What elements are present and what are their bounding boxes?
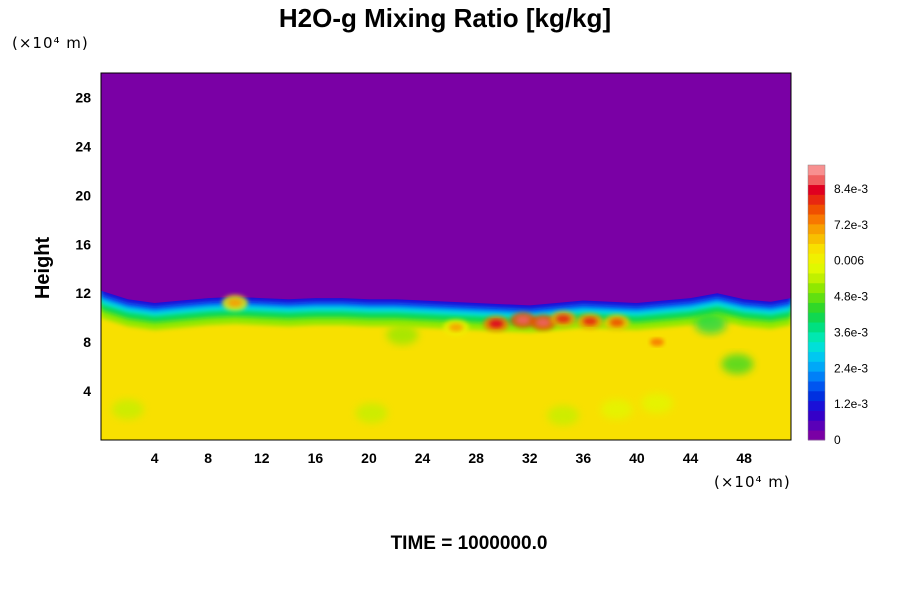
colorbar-swatch (808, 204, 825, 215)
x-tick-label: 12 (254, 450, 270, 466)
y-tick-label: 20 (75, 187, 91, 203)
dry-patch-8 (111, 399, 144, 420)
x-tick-label: 24 (415, 450, 431, 466)
colorbar-swatch (808, 174, 825, 186)
dry-patch-1 (386, 324, 419, 345)
colorbar-swatch (808, 361, 825, 372)
x-tick-label: 8 (204, 450, 212, 466)
x-tick-label: 4 (151, 450, 159, 466)
y-tick-label: 28 (75, 89, 91, 105)
heatmap-plot-area (101, 73, 791, 440)
moist-patch-1 (489, 319, 504, 328)
colorbar-swatch (808, 194, 825, 205)
x-tick-label: 32 (522, 450, 538, 466)
colorbar-swatch (808, 312, 825, 323)
colorbar-swatch (808, 341, 825, 353)
colorbar-swatch (808, 371, 825, 382)
moist-patch-3 (536, 318, 551, 327)
y-tick-label: 4 (83, 383, 91, 399)
dry-patch-4 (641, 393, 674, 414)
y-axis-label: Height (32, 237, 54, 300)
chart-title: H2O-g Mixing Ratio [kg/kg] (279, 3, 611, 33)
colorbar-swatch (808, 351, 825, 362)
dry-patch-3 (547, 405, 580, 426)
x-tick-label: 20 (361, 450, 377, 466)
colorbar-swatch (808, 430, 825, 441)
colorbar-swatch (808, 302, 825, 313)
y-tick-label: 8 (83, 334, 91, 350)
colorbar-swatch (808, 223, 825, 235)
colorbar-swatch (808, 184, 825, 195)
moist-patch-7 (650, 338, 665, 347)
moist-patch-5 (583, 317, 598, 326)
colorbar-swatch (808, 292, 825, 303)
colorbar-swatch (808, 243, 825, 254)
colorbar-swatch (808, 420, 825, 431)
x-tick-label: 40 (629, 450, 645, 466)
dry-patch-7 (600, 399, 633, 420)
moist-patch-4 (556, 314, 571, 323)
x-tick-label: 36 (576, 450, 592, 466)
x-axis-ticks: 4 8 12 16 20 24 28 32 36 40 44 48 (151, 450, 752, 466)
moist-patch-8 (449, 323, 464, 332)
dry-patch-2 (355, 403, 388, 424)
colorbar-label: 4.8e-3 (834, 290, 868, 304)
moist-patch-2 (516, 316, 531, 325)
colorbar-label: 8.4e-3 (834, 182, 868, 196)
colorbar-swatch (808, 273, 825, 284)
colorbar-label: 0 (834, 433, 841, 447)
colorbar-label: 3.6e-3 (834, 325, 868, 339)
moist-patch-6 (609, 318, 624, 327)
colorbar-label: 7.2e-3 (834, 218, 868, 232)
x-tick-label: 48 (736, 450, 752, 466)
colorbar-swatch (808, 390, 825, 402)
x-tick-label: 16 (308, 450, 324, 466)
y-axis-ticks: 4 8 12 16 20 24 28 (75, 89, 91, 399)
y-tick-label: 12 (75, 285, 91, 301)
x-tick-label: 44 (683, 450, 699, 466)
colorbar-swatch (808, 214, 825, 225)
colorbar-swatch (808, 233, 825, 244)
colorbar-label: 2.4e-3 (834, 361, 868, 375)
x-tick-label: 28 (468, 450, 484, 466)
colorbar: 0 1.2e-3 2.4e-3 3.6e-3 4.8e-3 0.006 7.2e-3 8.4e… (807, 164, 868, 447)
y-tick-label: 24 (75, 138, 91, 154)
colorbar-swatch (808, 165, 825, 176)
colorbar-swatch (808, 322, 825, 333)
colorbar-swatch (808, 331, 825, 343)
moist-patch-9 (227, 298, 242, 307)
colorbar-swatch (808, 381, 825, 392)
dry-layer (101, 73, 791, 306)
dry-patch-5 (721, 354, 754, 375)
x-unit-label: (×10⁴ m) (714, 473, 791, 491)
y-tick-label: 16 (75, 236, 91, 252)
dry-patch-6 (694, 313, 727, 334)
colorbar-swatch (808, 282, 825, 294)
colorbar-label: 1.2e-3 (834, 397, 868, 411)
time-footer: TIME = 1000000.0 (391, 533, 548, 554)
plot-frame (100, 72, 792, 441)
colorbar-frame (807, 164, 826, 441)
colorbar-swatch (808, 410, 825, 421)
colorbar-swatch (808, 263, 825, 274)
colorbar-swatch (808, 400, 825, 411)
colorbar-label: 0.006 (834, 254, 864, 268)
y-unit-label: (×10⁴ m) (12, 34, 89, 52)
colorbar-swatch (808, 253, 825, 264)
